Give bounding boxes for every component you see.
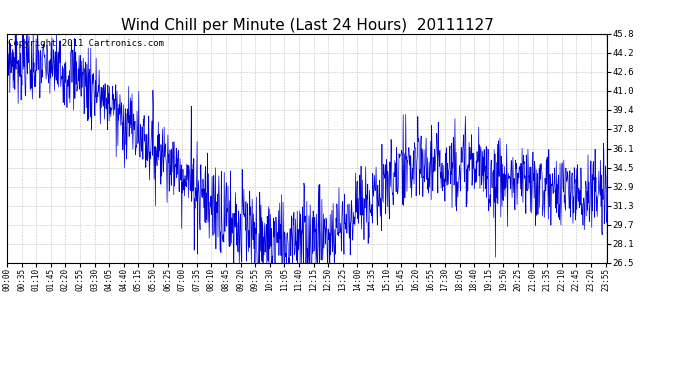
Title: Wind Chill per Minute (Last 24 Hours)  20111127: Wind Chill per Minute (Last 24 Hours) 20… [121, 18, 493, 33]
Text: Copyright 2011 Cartronics.com: Copyright 2011 Cartronics.com [8, 39, 164, 48]
